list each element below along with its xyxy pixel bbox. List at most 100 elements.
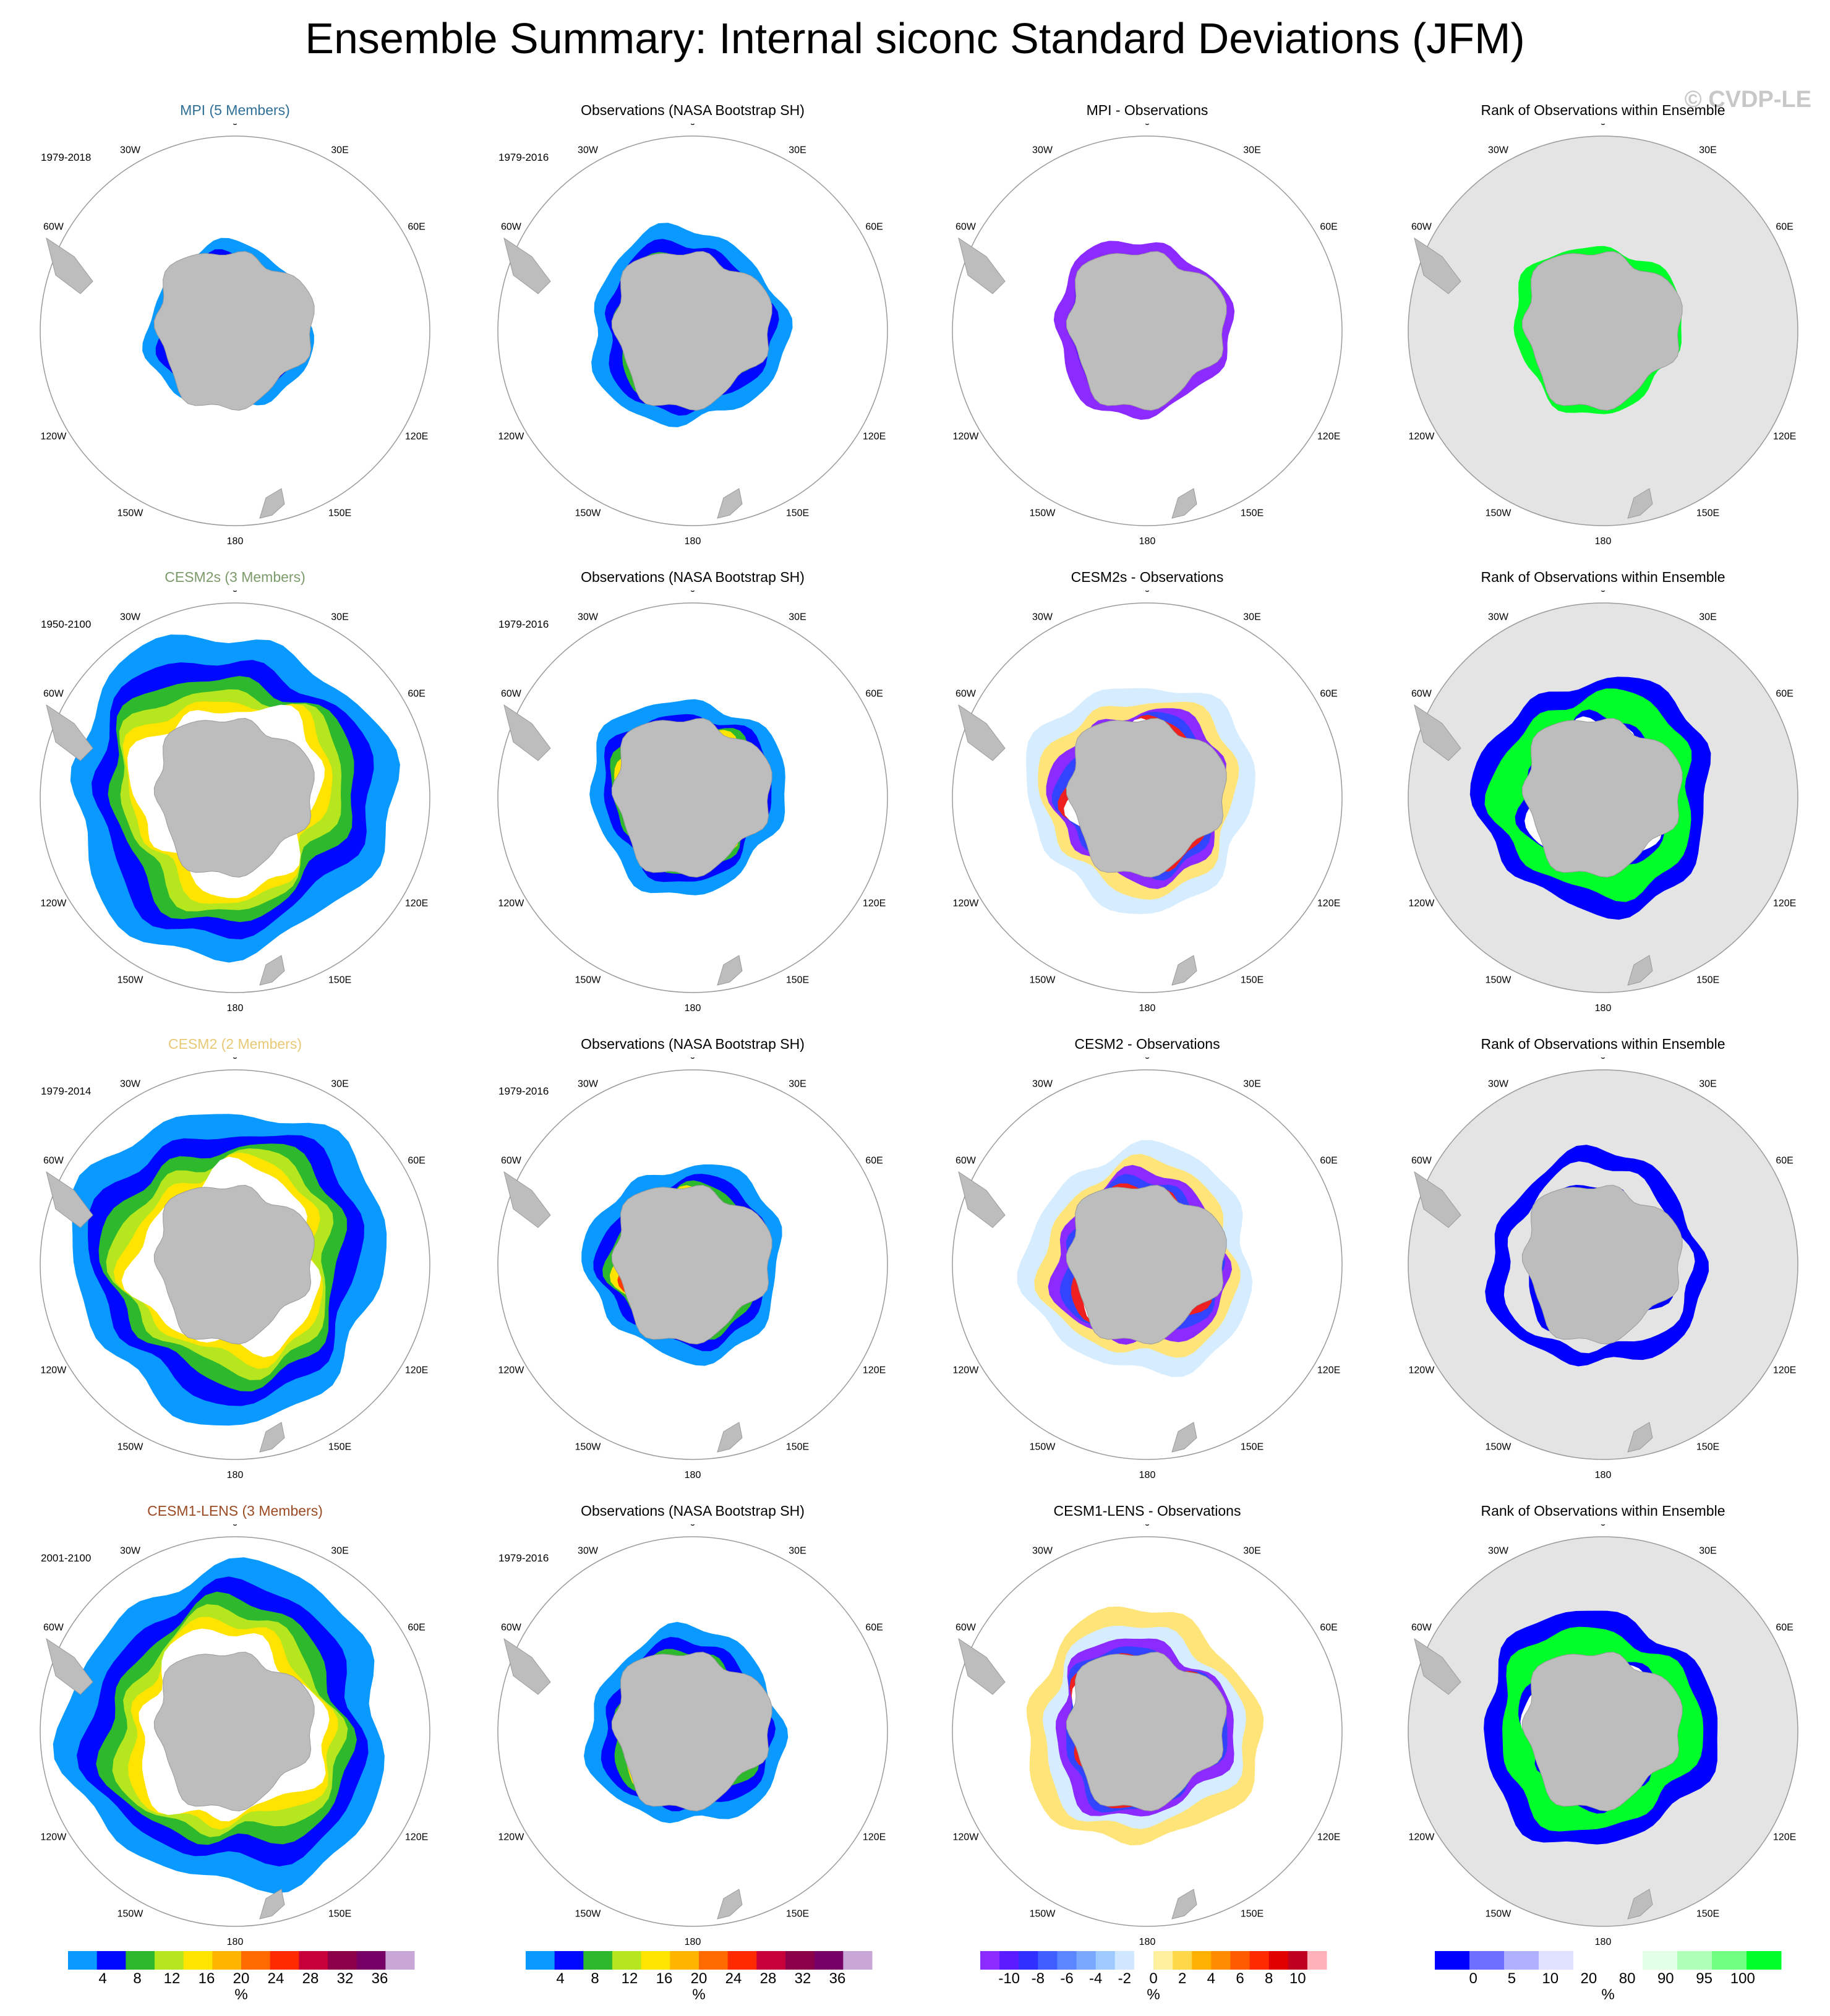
colorbar-swatch xyxy=(1573,1951,1609,1970)
colorbar-swatch xyxy=(980,1951,1000,1970)
period-label: 1979-2016 xyxy=(498,618,549,630)
longitude-label: 150E xyxy=(786,975,809,986)
colorbar-tick-label: 12 xyxy=(164,1970,181,1987)
longitude-label: 150W xyxy=(118,975,144,986)
period-label: 1979-2018 xyxy=(41,152,92,163)
longitude-label: 120E xyxy=(863,1832,886,1843)
map-panel-obs: Observations (NASA Bootstrap SH) 1979-201… xyxy=(495,1036,891,1493)
colorbar-swatch xyxy=(1114,1951,1135,1970)
panel-title: Observations (NASA Bootstrap SH) xyxy=(581,102,805,118)
map-panel-rank: Rank of Observations within Ensemble 0 30E… xyxy=(1405,1503,1801,1960)
longitude-label: 180 xyxy=(1595,1003,1612,1014)
colorbar-swatch xyxy=(1038,1951,1058,1970)
longitude-label: 30W xyxy=(120,145,141,155)
longitude-label: 150E xyxy=(328,508,351,519)
colorbar-swatch xyxy=(843,1951,873,1970)
period-label: 1979-2016 xyxy=(498,1552,549,1564)
colorbar-swatch xyxy=(1076,1951,1097,1970)
longitude-label: 60W xyxy=(1411,222,1432,233)
longitude-label: 60W xyxy=(956,1623,977,1633)
longitude-label: 0 xyxy=(1145,124,1150,127)
colorbar-swatch xyxy=(299,1951,328,1970)
longitude-label: 60E xyxy=(408,1156,425,1166)
longitude-label: 0 xyxy=(690,1057,696,1061)
longitude-label: 120W xyxy=(953,899,980,909)
longitude-label: 30E xyxy=(789,1078,806,1089)
antarctica-land xyxy=(1066,1185,1227,1345)
colorbar-tick-label: 20 xyxy=(691,1970,708,1987)
colorbar-swatch xyxy=(1677,1951,1712,1970)
colorbar-tick-label: 5 xyxy=(1508,1970,1516,1987)
longitude-label: 60E xyxy=(1776,1156,1793,1166)
colorbar-swatch xyxy=(1134,1951,1154,1970)
antarctica-land xyxy=(153,1652,315,1812)
longitude-label: 30E xyxy=(789,612,806,622)
panel-title: MPI (5 Members) xyxy=(180,102,290,118)
colorbar-tick-label: -8 xyxy=(1032,1970,1045,1987)
longitude-label: 180 xyxy=(1595,536,1612,547)
new-zealand-land xyxy=(1627,955,1653,986)
new-zealand-land xyxy=(259,1889,285,1920)
longitude-label: 60W xyxy=(956,1156,977,1166)
antarctica-land xyxy=(153,251,315,411)
colorbar-unit: % xyxy=(692,1986,705,2001)
antarctica-land xyxy=(1521,251,1683,411)
colorbar-tick-label: 100 xyxy=(1730,1970,1755,1987)
colorbar-swatch xyxy=(1211,1951,1231,1970)
colorbar-tick-label: 32 xyxy=(337,1970,354,1987)
polar-map: 030E60E90E120E150E180150W120W90W60W30W xyxy=(1408,1524,1798,1947)
map-panel-rank: Rank of Observations within Ensemble 0 30E… xyxy=(1405,1036,1801,1493)
map-panel-obs: Observations (NASA Bootstrap SH) 1979-201… xyxy=(495,1503,891,1960)
new-zealand-land xyxy=(717,955,743,986)
polar-map: 030E60E90E120E150E180150W120W90W60W30W xyxy=(497,591,888,1014)
longitude-label: 150W xyxy=(1030,975,1056,986)
longitude-label: 30W xyxy=(1032,612,1053,622)
longitude-label: 180 xyxy=(227,1470,244,1480)
colorbar-tick-label: 10 xyxy=(1289,1970,1306,1987)
longitude-label: 60W xyxy=(501,222,522,233)
antarctica-land xyxy=(1521,718,1683,878)
longitude-label: 120E xyxy=(1773,1832,1796,1843)
map-panel-rank: Rank of Observations within Ensemble 0 30E… xyxy=(1405,102,1801,560)
polar-map: 030E60E90E120E150E180150W120W90W60W30W xyxy=(40,1524,430,1947)
longitude-label: 30W xyxy=(120,1545,141,1556)
map-panel-model: CESM2s (3 Members)1950-2100030E60E90E120… xyxy=(37,569,433,1027)
longitude-label: 120W xyxy=(1409,899,1435,909)
longitude-label: 150W xyxy=(575,508,602,519)
panel-title: Rank of Observations within Ensemble xyxy=(1481,1503,1725,1519)
longitude-label: 60W xyxy=(43,1156,64,1166)
longitude-label: 150E xyxy=(328,1442,351,1453)
polar-map: 030E60E90E120E150E180150W120W90W60W30W xyxy=(497,1057,888,1480)
polar-map: 030E60E90E120E150E180150W120W90W60W30W xyxy=(952,124,1343,547)
longitude-label: 30W xyxy=(578,1545,599,1556)
colorbar-unit: % xyxy=(1601,1986,1614,2001)
colorbar-tick-label: 0 xyxy=(1149,1970,1157,1987)
map-panel-obs: Observations (NASA Bootstrap SH) 1979-201… xyxy=(495,569,891,1027)
map-panel-diff: CESM1-LENS - Observations030E60E90E120E1… xyxy=(949,1503,1345,1960)
colorbar-tick-label: 4 xyxy=(556,1970,564,1987)
colorbar-swatch xyxy=(554,1951,584,1970)
colorbar: 4 8 12 16 20 24 28 32 36% xyxy=(526,1951,873,2001)
colorbar-swatch xyxy=(1019,1951,1038,1970)
colorbar-swatch xyxy=(1712,1951,1747,1970)
polar-map: 030E60E90E120E150E180150W120W90W60W30W xyxy=(1408,124,1798,547)
longitude-label: 30W xyxy=(120,1078,141,1089)
colorbar-tick-label: -2 xyxy=(1118,1970,1131,1987)
colorbar-swatch xyxy=(96,1951,126,1970)
longitude-label: 30W xyxy=(1032,145,1053,155)
polar-map: 030E60E90E120E150E180150W120W90W60W30W xyxy=(497,124,888,547)
longitude-label: 150E xyxy=(786,1909,809,1920)
antarctica-land xyxy=(1066,718,1227,878)
longitude-label: 0 xyxy=(1601,1057,1606,1061)
south-america-land xyxy=(958,1171,1006,1228)
longitude-label: 0 xyxy=(1145,1524,1150,1528)
colorbar: 4 8 12 16 20 24 28 32 36% xyxy=(68,1951,415,2001)
new-zealand-land xyxy=(717,1422,743,1453)
colorbar-tick-label: 36 xyxy=(829,1970,846,1987)
colorbar-swatch xyxy=(126,1951,155,1970)
new-zealand-land xyxy=(1171,1889,1197,1920)
longitude-label: 60E xyxy=(1776,222,1793,233)
colorbar-swatch xyxy=(1288,1951,1308,1970)
longitude-label: 150W xyxy=(575,1909,602,1920)
colorbar-swatch xyxy=(612,1951,642,1970)
